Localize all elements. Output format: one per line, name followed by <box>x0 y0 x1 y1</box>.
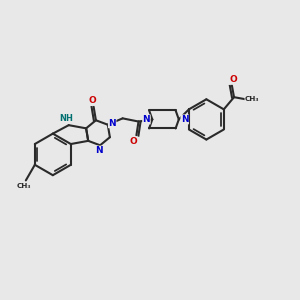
Text: N: N <box>181 115 188 124</box>
Text: N: N <box>95 146 102 155</box>
Text: N: N <box>108 119 116 128</box>
Text: CH₃: CH₃ <box>245 96 260 102</box>
Text: NH: NH <box>59 114 73 123</box>
Text: O: O <box>130 137 137 146</box>
Text: O: O <box>89 96 97 105</box>
Text: CH₃: CH₃ <box>17 183 32 189</box>
Text: O: O <box>230 75 237 84</box>
Text: N: N <box>142 115 150 124</box>
